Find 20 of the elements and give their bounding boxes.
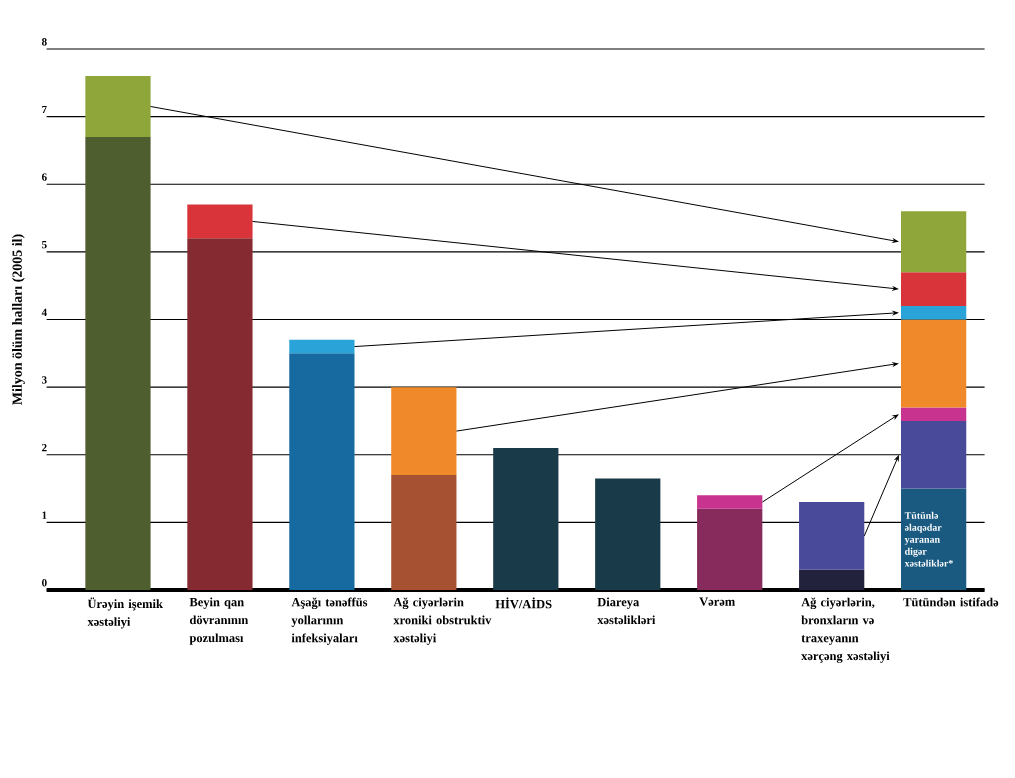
x-tick-label: Vərəm (699, 597, 735, 606)
y-tick-label: 3 (42, 376, 47, 384)
x-tick-label: Ürəyin işemik xəstəliyi (87, 597, 163, 629)
y-tick-label: 2 (42, 443, 47, 452)
y-tick-label: 5 (42, 241, 47, 249)
x-tick-label: Aşağı tənəffüs yollarının infeksiyaları (291, 597, 368, 645)
y-axis-title: Milyon ölüm halları (2005 il) (12, 234, 25, 405)
y-tick-label: 6 (41, 173, 47, 181)
x-tick-label: HİV/AİDS (495, 597, 552, 609)
y-tick-label: 0 (42, 579, 47, 587)
y-tick-label: 8 (41, 38, 47, 46)
y-tick-label: 1 (42, 511, 47, 519)
x-tick-label: Ağ ciyərlərin, bronxların və traxeyanın xərçəng xəstəliyi (801, 597, 890, 663)
annotation: Tütünlə əlaqədar yaranan digər xəstəliklər* (904, 511, 953, 567)
x-tick-label: Ağ ciyərlərin xroniki obstruktiv xəstəliyi (393, 597, 492, 645)
y-tick-label: 4 (41, 308, 47, 316)
y-tick-label: 7 (42, 105, 47, 114)
x-tick-label: Diareya xəstəlikləri (597, 597, 656, 625)
x-tick-label: Tütündən istifadə (903, 597, 999, 607)
x-tick-label: Beyin qan dövranının pozulması (189, 597, 249, 645)
